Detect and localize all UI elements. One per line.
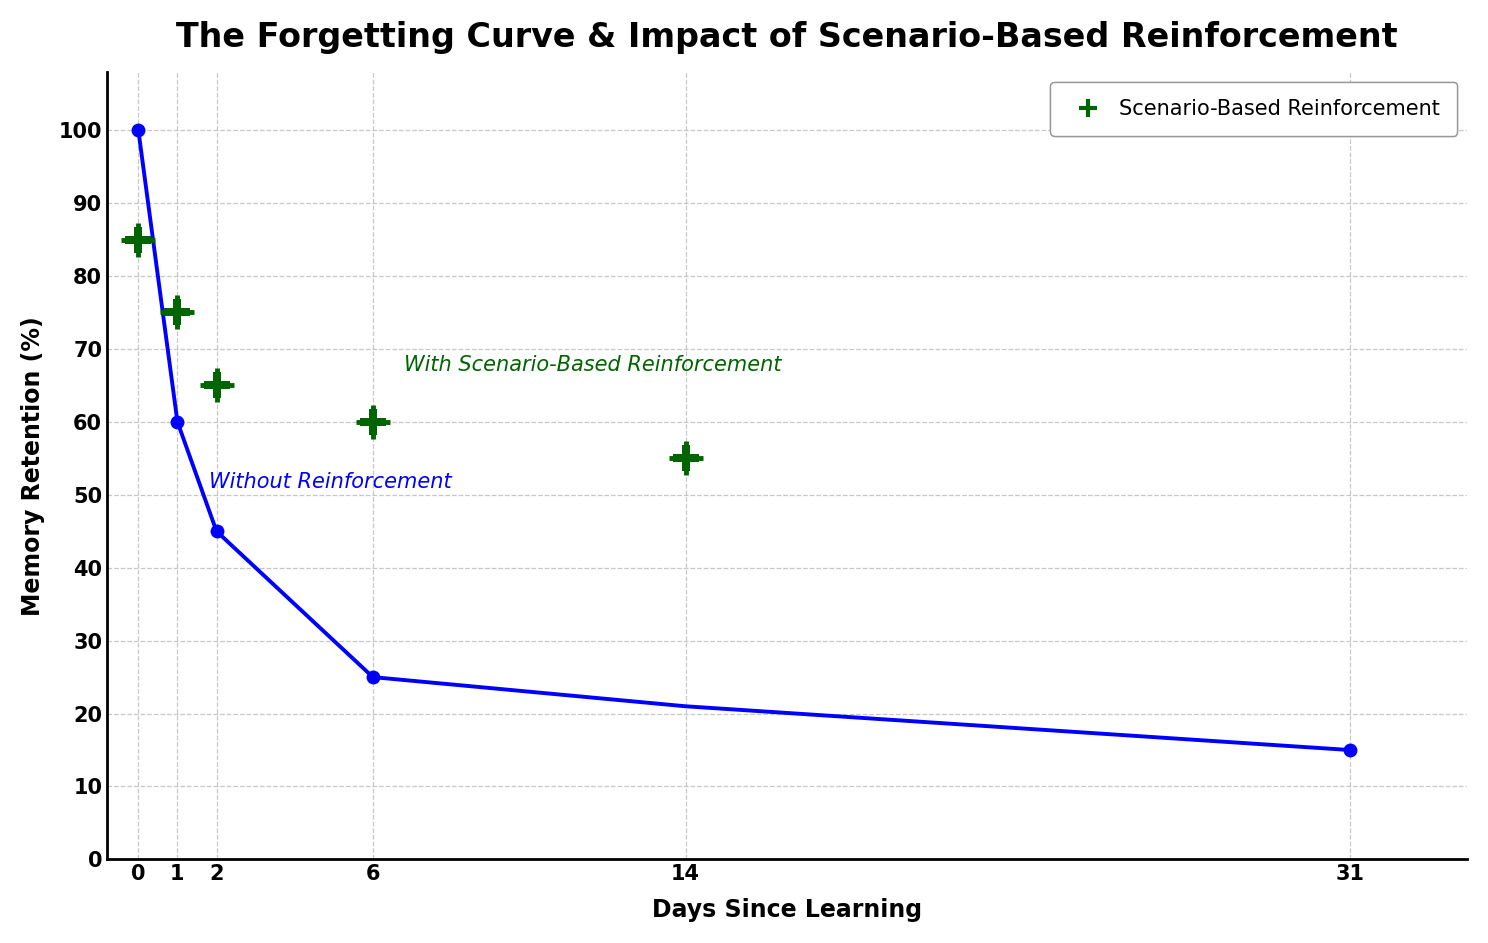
Y-axis label: Memory Retention (%): Memory Retention (%) [21,316,45,616]
Point [205,378,229,393]
Point [126,123,150,138]
Point [205,523,229,538]
Title: The Forgetting Curve & Impact of Scenario-Based Reinforcement: The Forgetting Curve & Impact of Scenari… [176,21,1397,54]
Point [165,414,189,429]
Point [1338,742,1362,757]
Text: With Scenario-Based Reinforcement: With Scenario-Based Reinforcement [405,355,781,374]
Point [362,670,385,685]
Point [205,378,229,393]
Point [165,305,189,320]
Point [362,414,385,429]
Point [674,451,698,466]
Point [674,451,698,466]
Point [165,305,189,320]
Legend: Scenario-Based Reinforcement: Scenario-Based Reinforcement [1051,82,1457,136]
Point [126,232,150,247]
Point [126,232,150,247]
Text: Without Reinforcement: Without Reinforcement [208,472,451,491]
X-axis label: Days Since Learning: Days Since Learning [652,898,923,922]
Point [362,414,385,429]
